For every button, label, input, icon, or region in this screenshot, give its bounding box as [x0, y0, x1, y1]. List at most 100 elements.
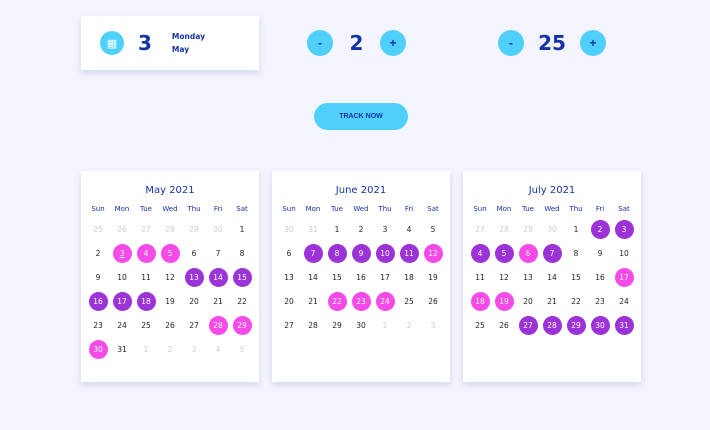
day-cell[interactable]: 14: [543, 268, 562, 287]
day-cell[interactable]: 2: [161, 340, 180, 359]
day-cell[interactable]: 6: [280, 244, 299, 263]
day-cell[interactable]: 22: [327, 292, 347, 311]
day-cell[interactable]: 23: [351, 292, 371, 311]
day-cell[interactable]: 1: [233, 220, 252, 239]
selected-date-card[interactable]: ▦ 3 Monday May: [81, 16, 259, 70]
day-cell[interactable]: 30: [543, 220, 562, 239]
day-cell[interactable]: 17: [614, 268, 634, 287]
day-cell[interactable]: 18: [400, 268, 419, 287]
day-cell[interactable]: 6: [185, 244, 204, 263]
day-cell[interactable]: 17: [112, 292, 132, 311]
day-cell[interactable]: 30: [88, 340, 108, 359]
increment-button[interactable]: +: [580, 30, 606, 56]
day-cell[interactable]: 4: [209, 340, 228, 359]
day-cell[interactable]: 18: [470, 292, 490, 311]
day-cell[interactable]: 29: [519, 220, 538, 239]
day-cell[interactable]: 22: [233, 292, 252, 311]
day-cell[interactable]: 2: [590, 220, 610, 239]
day-cell[interactable]: 11: [399, 244, 419, 263]
day-cell[interactable]: 7: [542, 244, 562, 263]
day-cell[interactable]: 26: [424, 292, 443, 311]
day-cell[interactable]: 27: [185, 316, 204, 335]
day-cell[interactable]: 24: [375, 292, 395, 311]
day-cell[interactable]: 12: [495, 268, 514, 287]
day-cell[interactable]: 7: [303, 244, 323, 263]
day-cell[interactable]: 23: [89, 316, 108, 335]
day-cell[interactable]: 26: [495, 316, 514, 335]
day-cell[interactable]: 20: [280, 292, 299, 311]
day-cell[interactable]: 28: [542, 316, 562, 335]
day-cell[interactable]: 1: [376, 316, 395, 335]
day-cell[interactable]: 30: [209, 220, 228, 239]
day-cell[interactable]: 28: [208, 316, 228, 335]
day-cell[interactable]: 28: [161, 220, 180, 239]
decrement-button[interactable]: -: [498, 30, 524, 56]
day-cell[interactable]: 31: [113, 340, 132, 359]
day-cell[interactable]: 19: [424, 268, 443, 287]
day-cell[interactable]: 25: [400, 292, 419, 311]
increment-button[interactable]: +: [380, 30, 406, 56]
day-cell[interactable]: 12: [161, 268, 180, 287]
day-cell[interactable]: 10: [375, 244, 395, 263]
decrement-button[interactable]: -: [307, 30, 333, 56]
day-cell[interactable]: 11: [137, 268, 156, 287]
track-now-button[interactable]: TRACK NOW: [314, 103, 408, 130]
day-cell[interactable]: 3: [112, 244, 132, 263]
day-cell[interactable]: 5: [233, 340, 252, 359]
day-cell[interactable]: 26: [113, 220, 132, 239]
day-cell[interactable]: 31: [614, 316, 634, 335]
day-cell[interactable]: 1: [567, 220, 586, 239]
day-cell[interactable]: 2: [352, 220, 371, 239]
day-cell[interactable]: 8: [327, 244, 347, 263]
day-cell[interactable]: 24: [113, 316, 132, 335]
day-cell[interactable]: 7: [209, 244, 228, 263]
day-cell[interactable]: 14: [208, 268, 228, 287]
day-cell[interactable]: 9: [89, 268, 108, 287]
day-cell[interactable]: 31: [304, 220, 323, 239]
day-cell[interactable]: 16: [352, 268, 371, 287]
day-cell[interactable]: 28: [495, 220, 514, 239]
day-cell[interactable]: 5: [494, 244, 514, 263]
day-cell[interactable]: 29: [566, 316, 586, 335]
day-cell[interactable]: 9: [591, 244, 610, 263]
day-cell[interactable]: 22: [567, 292, 586, 311]
day-cell[interactable]: 14: [304, 268, 323, 287]
day-cell[interactable]: 3: [614, 220, 634, 239]
day-cell[interactable]: 20: [519, 292, 538, 311]
day-cell[interactable]: 29: [185, 220, 204, 239]
day-cell[interactable]: 15: [328, 268, 347, 287]
day-cell[interactable]: 23: [591, 292, 610, 311]
day-cell[interactable]: 1: [137, 340, 156, 359]
day-cell[interactable]: 16: [591, 268, 610, 287]
day-cell[interactable]: 15: [232, 268, 252, 287]
day-cell[interactable]: 27: [518, 316, 538, 335]
day-cell[interactable]: 8: [233, 244, 252, 263]
day-cell[interactable]: 2: [89, 244, 108, 263]
day-cell[interactable]: 29: [232, 316, 252, 335]
day-cell[interactable]: 2: [400, 316, 419, 335]
day-cell[interactable]: 29: [328, 316, 347, 335]
day-cell[interactable]: 4: [400, 220, 419, 239]
day-cell[interactable]: 30: [280, 220, 299, 239]
day-cell[interactable]: 3: [424, 316, 443, 335]
day-cell[interactable]: 6: [518, 244, 538, 263]
day-cell[interactable]: 25: [137, 316, 156, 335]
day-cell[interactable]: 20: [185, 292, 204, 311]
day-cell[interactable]: 10: [113, 268, 132, 287]
day-cell[interactable]: 19: [161, 292, 180, 311]
day-cell[interactable]: 26: [161, 316, 180, 335]
day-cell[interactable]: 1: [328, 220, 347, 239]
day-cell[interactable]: 11: [471, 268, 490, 287]
day-cell[interactable]: 12: [423, 244, 443, 263]
day-cell[interactable]: 28: [304, 316, 323, 335]
day-cell[interactable]: 24: [615, 292, 634, 311]
day-cell[interactable]: 21: [209, 292, 228, 311]
day-cell[interactable]: 4: [470, 244, 490, 263]
day-cell[interactable]: 8: [567, 244, 586, 263]
day-cell[interactable]: 3: [376, 220, 395, 239]
day-cell[interactable]: 17: [376, 268, 395, 287]
day-cell[interactable]: 5: [424, 220, 443, 239]
day-cell[interactable]: 5: [160, 244, 180, 263]
day-cell[interactable]: 4: [136, 244, 156, 263]
day-cell[interactable]: 18: [136, 292, 156, 311]
